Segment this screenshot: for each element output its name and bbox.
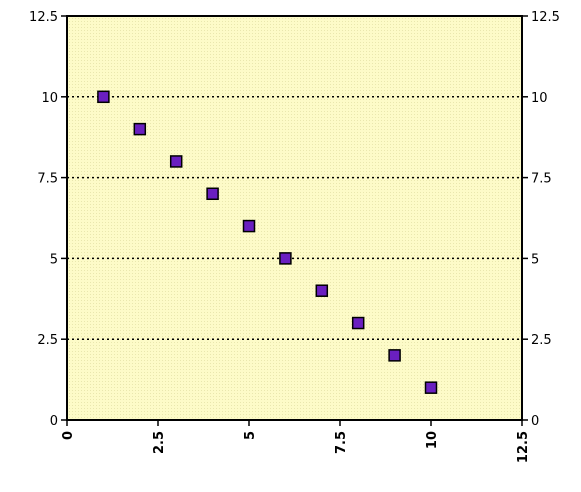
plot-area bbox=[66, 15, 523, 421]
x-tick-label-0: 0 bbox=[61, 431, 76, 440]
data-point-4 bbox=[206, 187, 219, 201]
y-tick-label-right-1: 2.5 bbox=[531, 333, 552, 348]
data-point-5 bbox=[242, 219, 256, 233]
data-point-9 bbox=[388, 349, 401, 362]
data-point-6 bbox=[279, 252, 292, 265]
grid-lines bbox=[67, 96, 522, 340]
y-tick-label-right-5: 12.5 bbox=[531, 10, 560, 25]
x-tick-label-4: 10 bbox=[425, 431, 440, 449]
data-point-1 bbox=[97, 90, 110, 104]
y-tick-label-right-2: 5 bbox=[531, 252, 539, 267]
y-tick-label-right-0: 0 bbox=[531, 414, 539, 429]
y-tick-label-right-4: 10 bbox=[531, 91, 548, 106]
data-points bbox=[97, 90, 438, 394]
y-tick-label-left-2: 5 bbox=[50, 252, 58, 267]
data-point-8 bbox=[351, 316, 365, 330]
data-point-7 bbox=[315, 284, 329, 297]
data-point-10 bbox=[424, 381, 438, 394]
y-tick-label-left-5: 12.5 bbox=[29, 10, 58, 25]
y-tick-label-right-3: 7.5 bbox=[531, 172, 552, 187]
x-tick-label-2: 5 bbox=[243, 431, 258, 440]
data-point-3 bbox=[169, 155, 183, 168]
x-tick-label-1: 2.5 bbox=[152, 431, 167, 454]
y-tick-label-left-4: 10 bbox=[41, 91, 58, 106]
data-point-2 bbox=[133, 122, 147, 136]
y-tick-label-left-1: 2.5 bbox=[37, 333, 58, 348]
y-tick-label-left-3: 7.5 bbox=[37, 172, 58, 187]
y-tick-label-left-0: 0 bbox=[50, 414, 58, 429]
x-tick-label-5: 12.5 bbox=[516, 431, 531, 463]
x-tick-label-3: 7.5 bbox=[334, 431, 349, 454]
